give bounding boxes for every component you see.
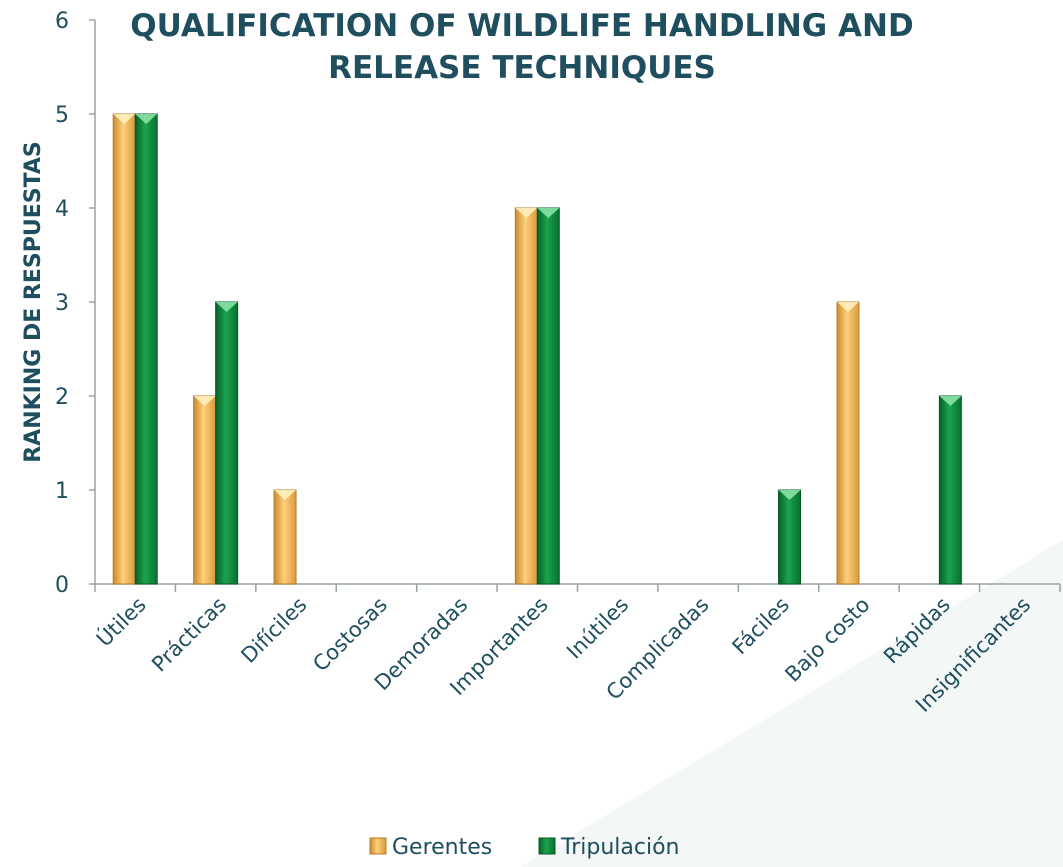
bar-gerentes-5 xyxy=(514,207,538,585)
x-ticks xyxy=(94,584,1061,592)
category-label: Inútiles xyxy=(562,593,633,664)
legend-label-tripulacion: Tripulación xyxy=(560,835,679,860)
legend-swatch-tripulacion xyxy=(538,837,556,855)
legend: Gerentes Tripulación xyxy=(369,835,679,860)
bar-tripulación-1 xyxy=(215,301,239,585)
bar-gerentes-9 xyxy=(836,301,860,585)
bar-tripulación-10 xyxy=(938,395,962,585)
chart-title-line-2: RELEASE TECHNIQUES xyxy=(328,50,716,86)
y-axis-label: RANKING DE RESPUESTAS xyxy=(21,141,46,463)
y-tick-label: 0 xyxy=(55,573,69,598)
y-tick-label: 3 xyxy=(55,291,69,316)
bars xyxy=(112,113,962,585)
y-tick-label: 1 xyxy=(55,479,69,504)
y-ticks: 0 1 2 3 4 5 6 xyxy=(55,9,95,598)
bar-tripulación-8 xyxy=(778,489,802,585)
category-label: Prácticas xyxy=(147,593,231,677)
bar-gerentes-2 xyxy=(273,489,297,585)
bar-tripulación-5 xyxy=(536,207,560,585)
bar-gerentes-1 xyxy=(193,395,217,585)
legend-label-gerentes: Gerentes xyxy=(392,835,492,860)
legend-swatch-gerentes xyxy=(369,837,387,855)
category-label: Fáciles xyxy=(728,593,795,660)
y-tick-label: 5 xyxy=(55,103,69,128)
bar-gerentes-0 xyxy=(112,113,136,585)
bar-tripulación-0 xyxy=(134,113,158,585)
y-tick-label: 6 xyxy=(55,9,69,34)
background-decoration xyxy=(520,540,1063,867)
y-tick-label: 4 xyxy=(55,197,69,222)
category-label: Costosas xyxy=(308,593,392,677)
category-label: Difíciles xyxy=(236,593,311,668)
chart-title-line-1: QUALIFICATION OF WILDLIFE HANDLING AND xyxy=(130,8,913,44)
category-label: Útiles xyxy=(91,592,150,651)
y-tick-label: 2 xyxy=(55,385,69,410)
